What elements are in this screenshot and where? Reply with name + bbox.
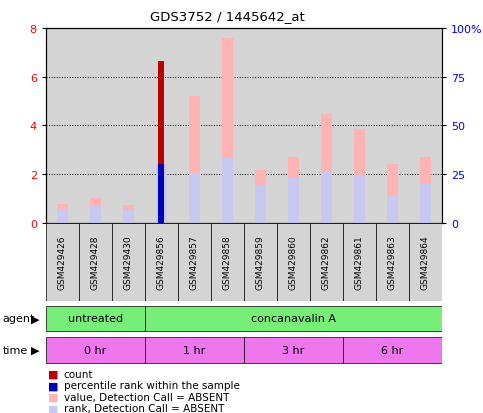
Text: ■: ■ — [48, 392, 59, 402]
Bar — [409, 29, 442, 223]
Bar — [343, 223, 376, 301]
Bar — [211, 223, 244, 301]
Text: concanavalin A: concanavalin A — [251, 313, 336, 323]
Bar — [112, 29, 145, 223]
Bar — [90, 206, 101, 223]
Text: GSM429860: GSM429860 — [289, 235, 298, 290]
Bar — [156, 165, 167, 223]
Text: GSM429430: GSM429430 — [124, 235, 133, 290]
Bar — [255, 187, 266, 223]
Text: GSM429864: GSM429864 — [421, 235, 430, 290]
Bar — [288, 157, 299, 223]
Bar — [310, 223, 343, 301]
Bar — [178, 223, 211, 301]
Text: GSM429857: GSM429857 — [190, 235, 199, 290]
Bar — [222, 159, 233, 223]
Text: GSM429861: GSM429861 — [355, 235, 364, 290]
Text: GDS3752 / 1445642_at: GDS3752 / 1445642_at — [150, 10, 304, 23]
Bar — [255, 171, 266, 223]
Bar — [158, 62, 164, 223]
Text: percentile rank within the sample: percentile rank within the sample — [64, 380, 240, 390]
Text: rank, Detection Call = ABSENT: rank, Detection Call = ABSENT — [64, 404, 224, 413]
Bar — [79, 223, 112, 301]
Bar — [123, 210, 134, 223]
Text: ▶: ▶ — [31, 345, 40, 355]
Text: 6 hr: 6 hr — [381, 345, 404, 355]
Text: 1 hr: 1 hr — [183, 345, 206, 355]
Text: value, Detection Call = ABSENT: value, Detection Call = ABSENT — [64, 392, 229, 402]
Text: count: count — [64, 369, 93, 379]
Text: 3 hr: 3 hr — [282, 345, 305, 355]
Bar — [156, 165, 167, 223]
Text: GSM429858: GSM429858 — [223, 235, 232, 290]
Text: GSM429426: GSM429426 — [58, 235, 67, 290]
Bar — [145, 337, 244, 363]
Bar — [387, 165, 398, 223]
Bar — [354, 130, 365, 223]
Bar — [244, 29, 277, 223]
Bar — [90, 199, 101, 223]
Bar — [46, 337, 145, 363]
Bar — [277, 223, 310, 301]
Bar — [376, 29, 409, 223]
Text: GSM429862: GSM429862 — [322, 235, 331, 290]
Text: ■: ■ — [48, 404, 59, 413]
Bar — [112, 223, 145, 301]
Bar — [123, 206, 134, 223]
Bar — [145, 29, 178, 223]
Bar — [158, 165, 164, 223]
Bar — [145, 223, 178, 301]
Bar — [46, 223, 79, 301]
Text: GSM429856: GSM429856 — [157, 235, 166, 290]
Bar — [376, 223, 409, 301]
Bar — [79, 29, 112, 223]
Bar — [244, 223, 277, 301]
Bar — [343, 29, 376, 223]
Bar — [420, 184, 431, 223]
Bar — [409, 223, 442, 301]
Bar — [277, 29, 310, 223]
Bar — [222, 39, 233, 223]
Text: ■: ■ — [48, 369, 59, 379]
Text: agent: agent — [2, 313, 35, 323]
Bar — [310, 29, 343, 223]
Bar — [211, 29, 244, 223]
Text: ■: ■ — [48, 380, 59, 390]
Bar — [189, 97, 200, 223]
Bar — [178, 29, 211, 223]
Text: untreated: untreated — [68, 313, 123, 323]
Text: 0 hr: 0 hr — [84, 345, 107, 355]
Bar — [321, 115, 332, 223]
Text: ▶: ▶ — [31, 313, 40, 323]
Bar — [288, 178, 299, 223]
Bar — [354, 177, 365, 223]
Bar — [46, 306, 145, 331]
Bar — [387, 196, 398, 223]
Bar — [46, 29, 79, 223]
Bar — [57, 210, 68, 223]
Bar — [321, 172, 332, 223]
Text: GSM429863: GSM429863 — [388, 235, 397, 290]
Text: GSM429428: GSM429428 — [91, 235, 100, 290]
Text: time: time — [2, 345, 28, 355]
Bar — [420, 157, 431, 223]
Text: GSM429859: GSM429859 — [256, 235, 265, 290]
Bar — [343, 337, 442, 363]
Bar — [244, 337, 343, 363]
Bar — [189, 173, 200, 223]
Bar — [57, 205, 68, 223]
Bar — [145, 306, 442, 331]
